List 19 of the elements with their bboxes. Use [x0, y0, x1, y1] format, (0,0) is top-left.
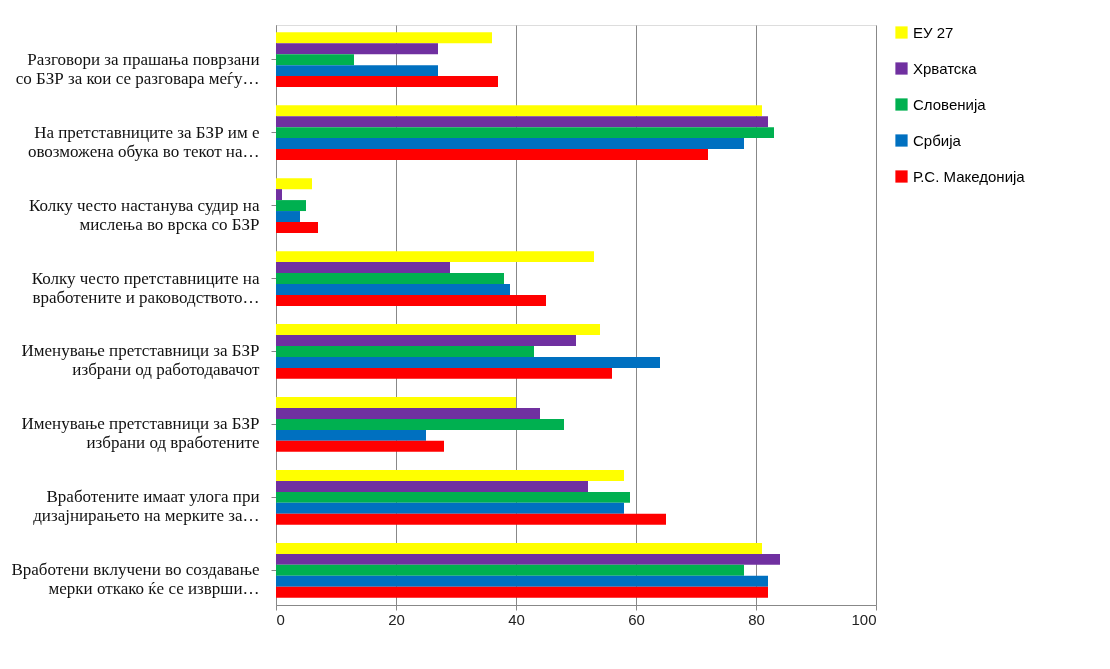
legend-label: Р.С. Македонија	[913, 167, 1026, 185]
x-tick-label: 100	[851, 610, 877, 628]
legend-label: Србија	[913, 131, 962, 149]
legend-label: Словенија	[913, 95, 987, 113]
y-tick-label: Вработените имаат улога при дизајнирањето на мерките за…	[33, 487, 260, 526]
x-tick-label: 0	[276, 610, 285, 628]
y-tick-label: Именување претставници за БЗР избрани од работодавачот	[21, 341, 261, 380]
y-tick-label: Колку често настанува судир на мислења во врска со БЗР	[29, 195, 260, 234]
y-tick-label: На претставниците за БЗР им е овозможена обука во текот на…	[27, 122, 260, 161]
x-tick-label: 60	[628, 610, 645, 628]
y-tick-label: Колку често претставниците на вработените и раководството…	[31, 268, 260, 307]
legend-label: Хрватска	[913, 59, 978, 77]
y-tick-label: Вработени вклучени во создавање мерки откако ќе се изврши…	[11, 560, 260, 599]
x-tick-label: 20	[388, 610, 405, 628]
y-tick-label: Разговори за прашања поврзани со БЗР за кои се разговара меѓу…	[15, 49, 260, 88]
legend-label: ЕУ 27	[913, 23, 954, 41]
y-tick-label: Именување претставници за БЗР избрани од вработените	[21, 414, 260, 453]
x-tick-label: 80	[748, 610, 765, 628]
x-tick-label: 40	[508, 610, 525, 628]
